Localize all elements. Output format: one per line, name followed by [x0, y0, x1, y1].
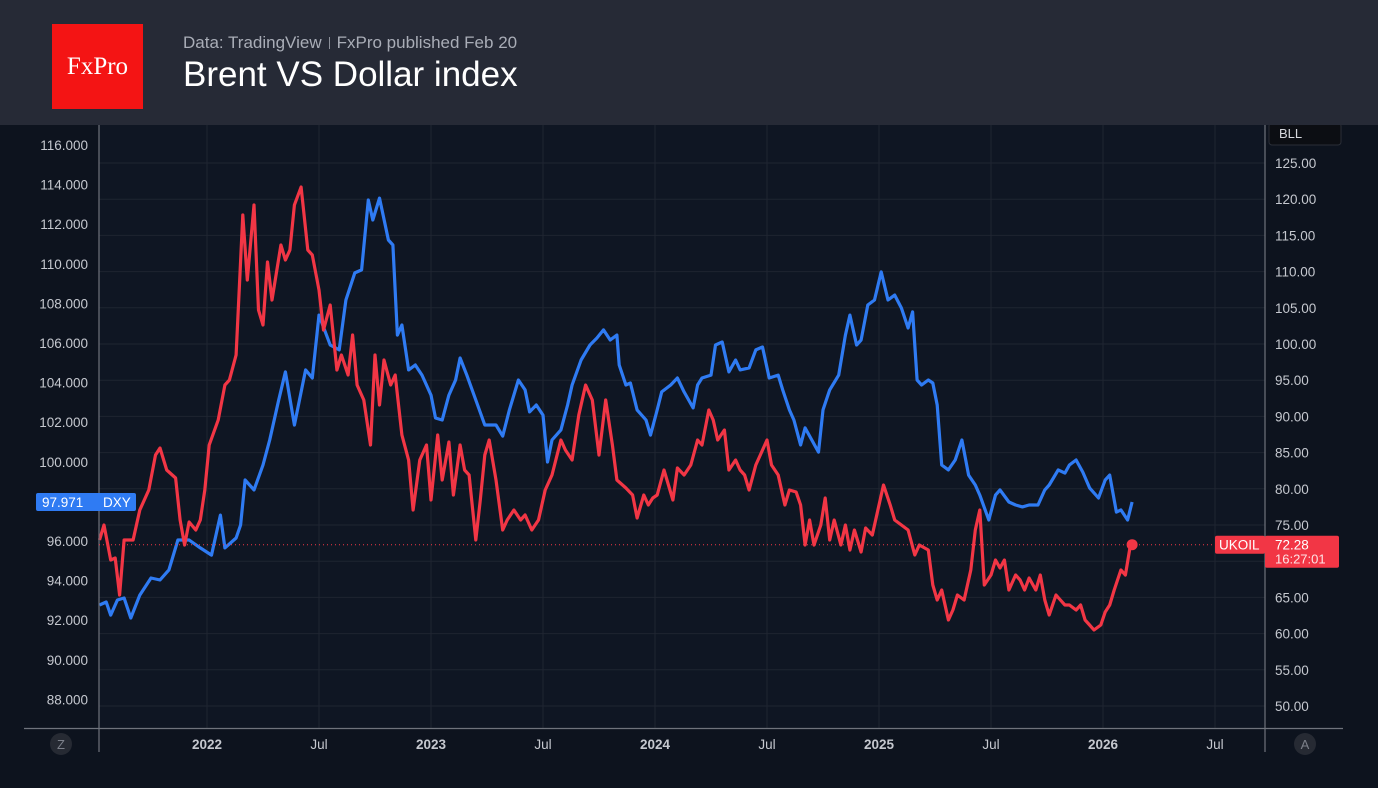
right-tick-label: 105.00	[1275, 301, 1316, 316]
ukoil-last-value: 72.28	[1275, 538, 1309, 553]
series-lines	[97, 185, 1134, 632]
scale-tag[interactable]: BLL	[1268, 122, 1342, 146]
right-tick-label: 95.00	[1275, 373, 1309, 388]
x-tick-label: Jul	[310, 737, 327, 752]
right-tick-label: 50.00	[1275, 699, 1309, 714]
tick-labels: 125.00 120.00 115.00 110.00 105.00 100.00 95.0…	[39, 138, 1316, 752]
x-tick-label: 2023	[416, 737, 447, 752]
left-tick-label: 88.000	[47, 692, 88, 707]
axes	[24, 125, 1343, 752]
left-tick-label: 100.000	[39, 455, 88, 470]
right-tick-label: 65.00	[1275, 590, 1309, 605]
data-source: Data: TradingView	[183, 33, 322, 52]
x-tick-label: Jul	[982, 737, 999, 752]
ukoil-last-point	[1126, 539, 1138, 551]
series-line-dxy	[98, 196, 1134, 620]
ukoil-price-label	[1265, 535, 1339, 568]
svg-text:Z: Z	[57, 737, 65, 752]
x-tick-label: Jul	[534, 737, 551, 752]
left-tick-label: 96.000	[47, 534, 88, 549]
x-tick-label: Jul	[758, 737, 775, 752]
x-tick-label: Jul	[1206, 737, 1223, 752]
x-tick-label: 2022	[192, 737, 222, 752]
subtitle: Data: TradingView FxPro published Feb 20	[183, 33, 517, 53]
fxpro-logo: FxPro	[52, 24, 143, 109]
x-tick-label: 2024	[640, 737, 671, 752]
left-tick-label: 110.000	[40, 257, 88, 272]
right-tick-label: 60.00	[1275, 627, 1309, 642]
left-tick-label: 116.000	[40, 138, 88, 153]
auto-scale-button[interactable]: A	[1294, 733, 1316, 755]
right-tick-label: 115.00	[1275, 228, 1315, 243]
right-tick-label: 90.00	[1275, 409, 1309, 424]
right-tick-label: 55.00	[1275, 663, 1309, 678]
grid	[99, 125, 1265, 728]
separator	[328, 37, 330, 49]
header: FxPro Data: TradingView FxPro published F…	[0, 0, 1378, 125]
left-tick-label: 94.000	[47, 574, 88, 589]
x-tick-label: 2025	[864, 737, 895, 752]
x-tick-label: 2026	[1088, 737, 1119, 752]
ukoil-name-label	[1215, 535, 1265, 554]
left-tick-label: 108.000	[39, 296, 88, 311]
right-tick-label: 85.00	[1275, 446, 1309, 461]
left-tick-label: 104.000	[39, 376, 88, 391]
logo-text: FxPro	[66, 52, 129, 80]
dxy-series-name: DXY	[103, 495, 131, 510]
right-tick-label: 80.00	[1275, 482, 1309, 497]
right-tick-label: 125.00	[1275, 156, 1316, 171]
svg-text:BLL: BLL	[1279, 126, 1302, 141]
left-tick-label: 106.000	[39, 336, 88, 351]
series-line-ukoil	[97, 185, 1134, 632]
left-tick-label: 92.000	[47, 613, 88, 628]
published-date: FxPro published Feb 20	[336, 33, 518, 52]
left-tick-label: 90.000	[47, 653, 88, 668]
dxy-price-label	[36, 492, 136, 511]
zoom-reset-button[interactable]: Z	[50, 733, 72, 755]
svg-text:A: A	[1301, 737, 1310, 752]
right-tick-label: 75.00	[1275, 518, 1309, 533]
left-tick-label: 114.000	[40, 178, 88, 193]
ukoil-countdown: 16:27:01	[1275, 552, 1326, 567]
left-tick-label: 112.000	[40, 217, 88, 232]
page-title: Brent VS Dollar index	[183, 55, 518, 94]
right-tick-label: 120.00	[1275, 192, 1316, 207]
right-tick-label: 100.00	[1275, 337, 1316, 352]
ukoil-series-name: UKOIL	[1219, 538, 1260, 553]
right-tick-label: 110.00	[1275, 265, 1315, 280]
left-tick-label: 102.000	[39, 415, 88, 430]
dxy-last-value: 97.971	[42, 495, 83, 510]
